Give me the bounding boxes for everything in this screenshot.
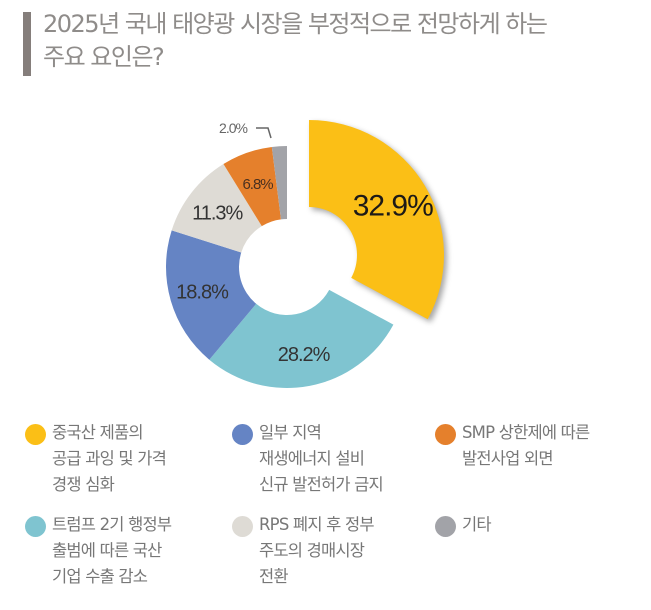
legend-item-region-ban: 일부 지역 재생에너지 설비 신규 발전허가 금지: [232, 420, 437, 498]
slice-china-oversupply: [309, 120, 444, 320]
legend-item-smp-cap: SMP 상한제에 따른 발전사업 외면: [435, 420, 640, 472]
leader-line-other: [256, 127, 272, 139]
legend-swatch: [25, 424, 46, 445]
slice-region-ban: [166, 230, 257, 360]
legend-label: 트럼프 2기 행정부 출범에 따른 국산 기업 수출 감소: [52, 515, 172, 586]
legend-swatch: [435, 424, 456, 445]
slice-rps-auction: [171, 164, 262, 253]
legend-label: 중국산 제품의 공급 과잉 및 가격 경쟁 심화: [52, 423, 167, 494]
legend-swatch: [232, 516, 253, 537]
legend-label: 기타: [462, 515, 492, 534]
legend-swatch: [232, 424, 253, 445]
slice-smp-cap: [223, 146, 281, 227]
data-label-smp-cap: 6.8%: [242, 176, 273, 193]
data-label-other: 2.0%: [219, 120, 247, 136]
legend-label: 일부 지역 재생에너지 설비 신규 발전허가 금지: [259, 423, 384, 494]
legend-swatch: [25, 516, 46, 537]
slice-other: [271, 146, 287, 220]
data-label-china-oversupply: 32.9%: [353, 190, 433, 223]
title-accent-bar: [23, 12, 31, 76]
legend-label: SMP 상한제에 따른 발전사업 외면: [462, 423, 590, 468]
legend-label: RPS 폐지 후 정부 주도의 경매시장 전환: [259, 515, 375, 586]
legend-item-rps-auction: RPS 폐지 후 정부 주도의 경매시장 전환: [232, 512, 437, 590]
donut-chart: 32.9% 28.2% 18.8% 11.3% 6.8% 2.0%: [166, 120, 444, 388]
data-label-region-ban: 18.8%: [176, 282, 229, 304]
legend-item-china-oversupply: 중국산 제품의 공급 과잉 및 가격 경쟁 심화: [25, 420, 230, 498]
data-label-rps-auction: 11.3%: [192, 203, 243, 225]
legend-item-trump-export: 트럼프 2기 행정부 출범에 따른 국산 기업 수출 감소: [25, 512, 230, 590]
legend-item-other: 기타: [435, 512, 640, 538]
legend-swatch: [435, 516, 456, 537]
data-label-trump-export: 28.2%: [278, 344, 331, 366]
chart-title: 2025년 국내 태양광 시장을 부정적으로 전망하게 하는 주요 요인은?: [43, 10, 548, 71]
slice-trump-export: [209, 289, 394, 388]
